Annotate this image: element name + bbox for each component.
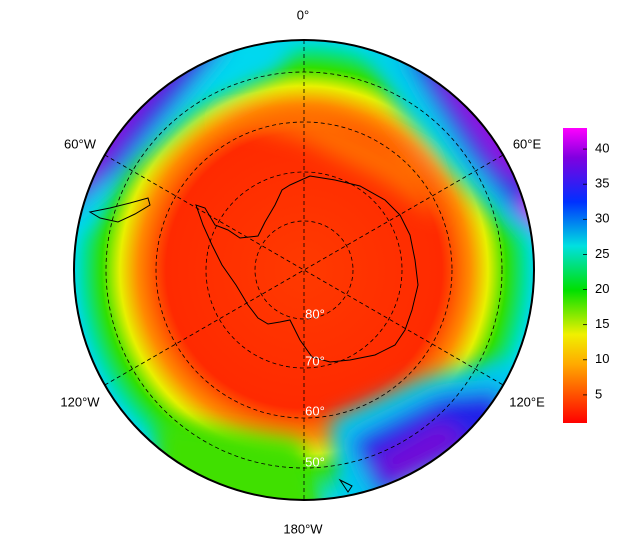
map-border [73,39,535,501]
colorbar-tick-label: 20 [595,281,609,296]
longitude-label: 60°W [64,136,97,151]
field [74,40,534,500]
longitude-label: 120°W [60,394,100,409]
colorbar-tick-label: 15 [595,316,609,331]
latitude-label: 50° [305,454,325,469]
colorbar-tick-label: 30 [595,211,609,226]
latitude-label: 80° [305,306,325,321]
graticule [104,40,504,500]
latitude-label: 70° [305,353,325,368]
colorbar-tick-label: 10 [595,351,609,366]
colorbar-tick-label: 40 [595,141,609,156]
longitude-label: 120°E [509,394,545,409]
colorbar-tick-label: 25 [595,246,609,261]
longitude-label: 0° [297,7,309,22]
longitude-label: 60°E [513,136,542,151]
colorbar-tick-label: 35 [595,176,609,191]
latitude-label: 60° [305,403,325,418]
longitude-label: 180°W [283,521,323,536]
colorbar [563,128,587,423]
colorbar-tick-label: 5 [595,386,602,401]
